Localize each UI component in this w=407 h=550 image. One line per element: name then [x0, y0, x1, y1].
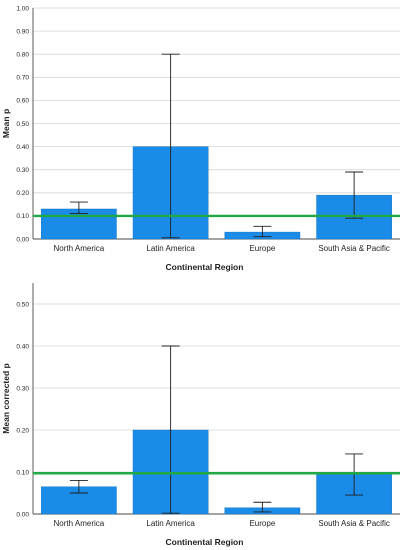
- y-tick-label: 0.30: [16, 385, 29, 392]
- y-axis-title: Mean corrected p: [1, 363, 11, 433]
- mean-p-chart: 0.00 0.10 0.20 0.30 0.40 0.50 0.60 0.70 0.80 0.90…: [1, 5, 400, 272]
- y-tick-label: 0.50: [16, 121, 29, 128]
- y-tick-label: 0.70: [16, 75, 29, 82]
- y-tick-label: 0.00: [16, 511, 29, 518]
- x-axis-title: Continental Region: [166, 262, 244, 272]
- x-tick-label: South Asia & Pacific: [318, 519, 390, 528]
- y-tick-label: 0.80: [16, 52, 29, 59]
- y-tick-label: 0.20: [16, 190, 29, 197]
- y-tick-label: 0.10: [16, 469, 29, 476]
- y-tick-label: 0.30: [16, 167, 29, 174]
- x-tick-label: Latin America: [146, 244, 195, 253]
- y-tick-label: 0.60: [16, 98, 29, 105]
- mean-corrected-p-chart: 0.00 0.10 0.20 0.30 0.40 0.50 North America Lat…: [1, 283, 400, 547]
- x-axis-title: Continental Region: [166, 537, 244, 547]
- y-tick-label: 0.00: [16, 236, 29, 243]
- y-tick-label: 1.00: [16, 5, 29, 12]
- x-tick-label: North America: [54, 244, 105, 253]
- y-axis-title: Mean p: [1, 109, 11, 138]
- y-tick-label: 0.40: [16, 144, 29, 151]
- x-tick-label: South Asia & Pacific: [318, 244, 390, 253]
- x-tick-label: Europe: [249, 519, 275, 528]
- y-tick-label: 0.50: [16, 301, 29, 308]
- x-tick-label: Europe: [249, 244, 275, 253]
- y-tick-label: 0.20: [16, 427, 29, 434]
- x-tick-label: North America: [54, 519, 105, 528]
- y-tick-label: 0.90: [16, 28, 29, 35]
- y-tick-label: 0.40: [16, 343, 29, 350]
- x-tick-label: Latin America: [146, 519, 195, 528]
- y-tick-label: 0.10: [16, 213, 29, 220]
